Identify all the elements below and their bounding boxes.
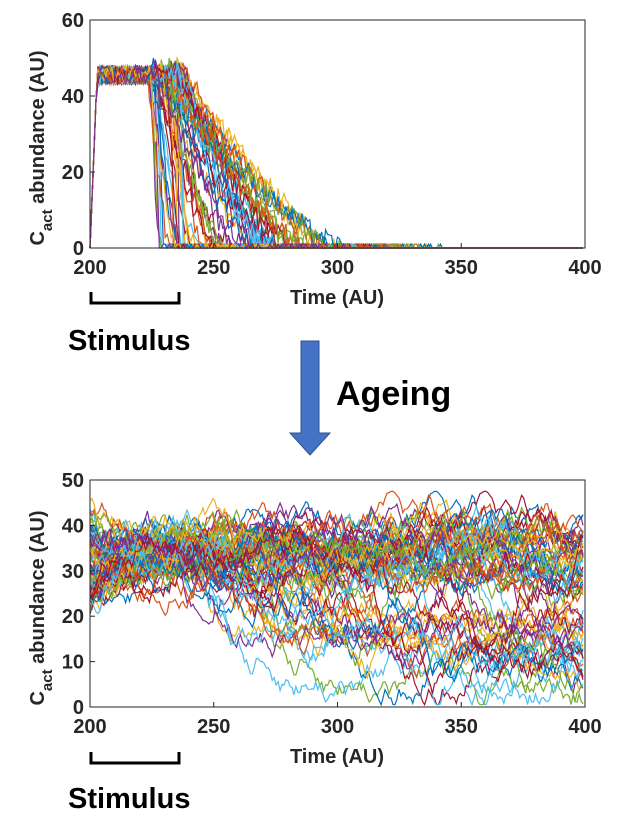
top-stimulus-bracket [89,292,181,305]
top-y-tick-label: 20 [62,162,84,184]
bottom-trace-line [89,544,584,691]
bottom-trace-line [89,514,584,656]
bottom-trace-line [89,508,584,605]
top-tick-group: 200 250 300 350 400 0 20 40 60 [62,10,602,279]
top-y-axis-title-sub: act [39,209,56,231]
bottom-y-axis-title-rest: abundance (AU) [27,510,49,669]
bottom-y-tick-label: 10 [62,652,84,674]
bottom-trace-line [89,534,584,670]
top-y-tick-label: 60 [62,10,84,32]
ageing-label: Ageing [336,375,451,413]
top-y-axis-title: Cact abundance (AU) [27,50,56,245]
bottom-tick-group: 200 250 300 350 400 0 10 20 30 40 50 [62,470,602,738]
bottom-y-tick-label: 0 [73,697,84,719]
bottom-y-axis-title-main: C [27,691,49,705]
bottom-trace-group [89,490,584,707]
top-stimulus-label: Stimulus [68,325,190,357]
bottom-trace-line [89,528,584,657]
bottom-x-tick-label: 400 [568,716,601,738]
bottom-x-tick-label: 300 [321,716,354,738]
top-x-tick-label: 300 [321,257,354,279]
bottom-x-tick-label: 200 [73,716,106,738]
bottom-trace-line [89,524,584,692]
bottom-x-tick-label: 250 [197,716,230,738]
bottom-trace-line [89,524,584,694]
bottom-y-tick-label: 20 [62,606,84,628]
bottom-x-tick-label: 350 [445,716,478,738]
top-chart: 200 250 300 350 400 0 20 40 60 Time (AU) Cact ab… [27,10,602,357]
bottom-trace-line [89,531,584,672]
bottom-stimulus-label: Stimulus [68,783,190,815]
top-x-tick-label: 350 [445,257,478,279]
bottom-y-axis-title: Cact abundance (AU) [27,510,56,705]
top-x-axis-title: Time (AU) [290,287,384,309]
bottom-stimulus-bracket [89,752,181,765]
bottom-trace-line [89,497,584,573]
ageing-arrow-icon [288,340,332,456]
top-y-axis-title-main: C [27,231,49,245]
bottom-y-axis-title-sub: act [39,669,56,691]
bottom-trace-line [89,511,584,702]
top-y-tick-label: 0 [73,238,84,260]
top-x-tick-label: 250 [197,257,230,279]
top-x-tick-label: 200 [73,257,106,279]
bottom-y-tick-label: 30 [62,561,84,583]
bottom-chart: 200 250 300 350 400 0 10 20 30 40 50 Time (AU) Cac… [27,470,602,815]
bottom-y-tick-label: 50 [62,470,84,492]
bottom-trace-line [89,508,584,604]
top-y-axis-title-rest: abundance (AU) [27,50,49,209]
top-x-tick-label: 400 [568,257,601,279]
ageing-arrow-group: Ageing [288,340,451,456]
bottom-x-axis-title: Time (AU) [290,746,384,768]
top-y-tick-label: 40 [62,86,84,108]
bottom-y-tick-label: 40 [62,515,84,537]
